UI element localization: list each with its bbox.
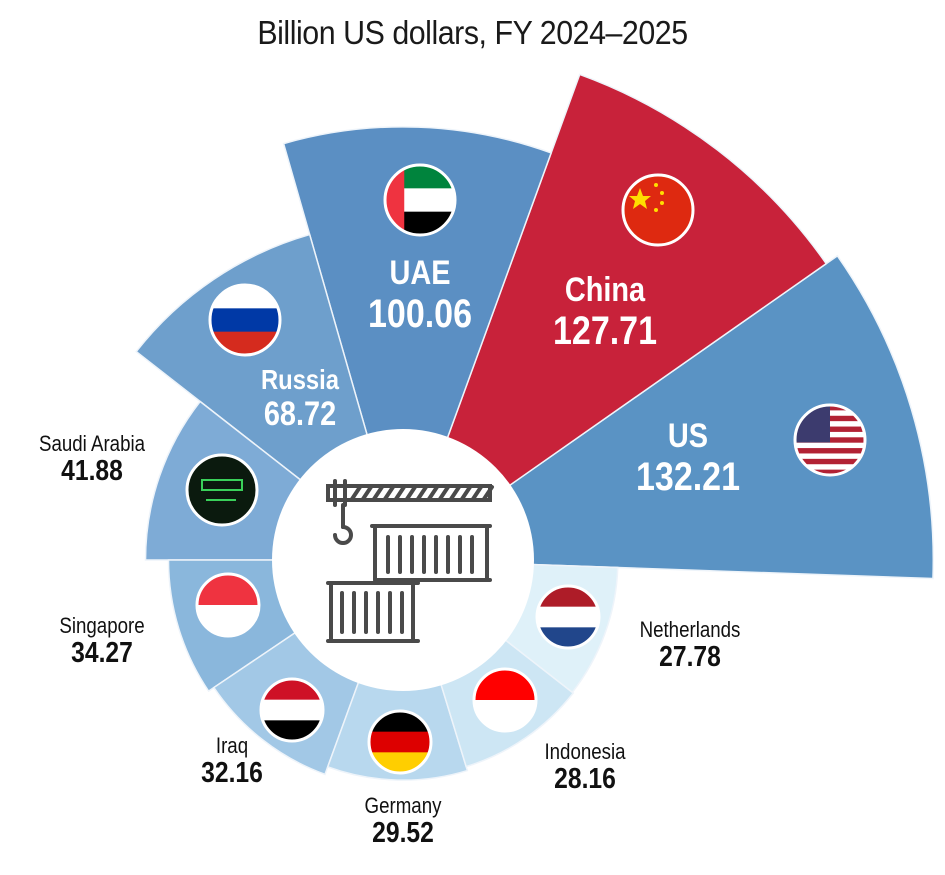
label-germany: Germany 29.52 — [364, 793, 442, 850]
value-label: 132.21 — [636, 455, 740, 500]
center-circle — [272, 429, 534, 691]
label-saudi-arabia: Saudi Arabia 41.88 — [38, 431, 146, 488]
category-label: Saudi Arabia — [38, 431, 146, 456]
category-label: US — [667, 417, 709, 455]
value-label: 28.16 — [554, 763, 616, 796]
crane-hatch-line — [416, 485, 428, 501]
crane-hatch-line — [427, 485, 439, 501]
label-russia: Russia 68.72 — [260, 364, 340, 433]
flag-iraq-icon — [259, 677, 325, 743]
value-label: 32.16 — [201, 757, 263, 790]
label-iraq: Iraq 32.16 — [201, 733, 263, 790]
label-netherlands: Netherlands 27.78 — [639, 617, 741, 674]
flag-saudi-arabia-icon — [185, 453, 259, 527]
shipping-containers-crane-icon — [326, 479, 494, 643]
flag-netherlands-icon — [535, 584, 601, 650]
sector-china — [443, 73, 828, 492]
flag-us-icon — [793, 403, 867, 477]
crane-hatch-line — [383, 485, 395, 501]
crane-hatch-line — [460, 485, 472, 501]
flag-singapore-icon — [195, 572, 261, 638]
category-label: China — [564, 271, 646, 309]
category-label: UAE — [389, 254, 451, 292]
label-indonesia: Indonesia 28.16 — [544, 739, 626, 796]
crane-hatch-line — [438, 485, 450, 501]
crane-hatch-line — [361, 485, 373, 501]
label-singapore: Singapore 34.27 — [59, 613, 145, 670]
category-label: Germany — [364, 793, 442, 818]
value-label: 41.88 — [61, 455, 123, 488]
category-label: Russia — [260, 364, 340, 395]
crane-hatch-line — [449, 485, 461, 501]
label-us: US 132.21 — [636, 417, 740, 500]
chart-title: Billion US dollars, FY 2024–2025 — [257, 14, 688, 51]
crane-hatch-line — [405, 485, 417, 501]
flag-indonesia-icon — [472, 667, 538, 733]
crane-hatch-line — [372, 485, 384, 501]
category-label: Iraq — [215, 733, 249, 758]
flag-germany-icon — [367, 709, 433, 775]
value-label: 27.78 — [659, 641, 721, 674]
label-uae: UAE 100.06 — [368, 254, 472, 337]
value-label: 29.52 — [372, 817, 434, 850]
label-china: China 127.71 — [553, 271, 657, 354]
sector-russia — [135, 233, 371, 487]
flag-uae-icon — [383, 163, 457, 237]
crane-hatch-line — [350, 485, 362, 501]
category-label: Singapore — [59, 613, 145, 638]
value-label: 68.72 — [263, 394, 337, 433]
crane-hatch-line — [482, 485, 494, 501]
value-label: 127.71 — [553, 309, 657, 354]
flag-russia-icon — [208, 283, 282, 357]
category-label: Netherlands — [639, 617, 741, 642]
crane-hatch-line — [394, 485, 406, 501]
value-label: 100.06 — [368, 292, 472, 337]
crane-hatch-line — [471, 485, 483, 501]
sector-uae — [282, 126, 553, 448]
flag-china-icon — [621, 173, 695, 247]
value-label: 34.27 — [71, 637, 133, 670]
sector-us — [501, 254, 935, 580]
category-label: Indonesia — [544, 739, 626, 764]
